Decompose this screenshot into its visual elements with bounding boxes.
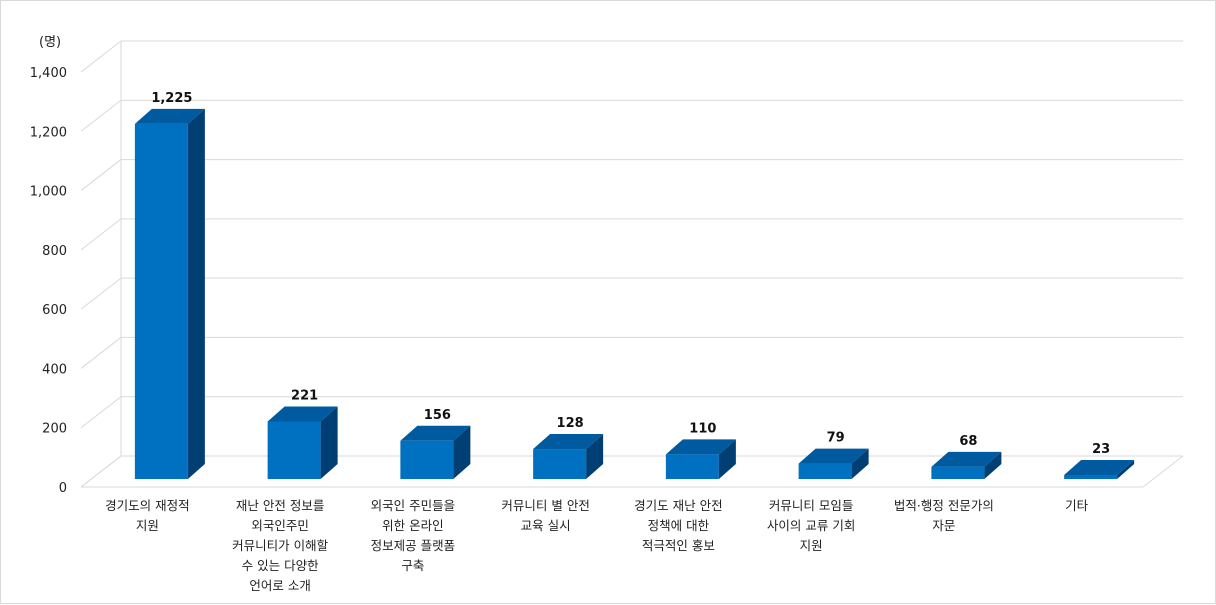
- y-tick-label: 200: [42, 422, 67, 437]
- bar: [400, 425, 471, 479]
- data-labels: 1,225 221 156 128 110 79 68 23: [151, 91, 1110, 457]
- side-gridline: [80, 40, 122, 73]
- data-label: 156: [424, 408, 451, 423]
- y-tick-label: 400: [42, 362, 67, 377]
- category-label: 경기도 재난 안전 정책에 대한 적극적인 홍보: [634, 498, 722, 553]
- bar: [134, 108, 205, 479]
- floor-edge-right: [1142, 455, 1184, 488]
- bar: [665, 439, 736, 479]
- data-label: 23: [1092, 442, 1110, 457]
- bar-top: [1064, 460, 1135, 475]
- bar-front: [1064, 475, 1118, 479]
- bar-top: [665, 439, 736, 455]
- bar-top: [533, 434, 604, 450]
- side-gridline: [80, 396, 122, 429]
- category-label: 재난 안전 정보를 외국인주민 커뮤니티가 이해할 수 있는 다양한 언어로 소개: [232, 498, 328, 593]
- y-tick-label: 800: [42, 244, 67, 259]
- bar-top: [267, 406, 338, 422]
- bar: [931, 451, 1002, 479]
- bar-side: [1117, 460, 1135, 479]
- bar-side: [984, 451, 1002, 479]
- bar-front: [134, 123, 188, 479]
- bar-front: [931, 466, 985, 479]
- category-label: 경기도의 재정적 지원: [105, 498, 189, 533]
- bar-front: [665, 454, 719, 479]
- bar-front: [400, 440, 454, 479]
- data-label: 221: [291, 388, 318, 403]
- side-gridline: [80, 277, 122, 310]
- data-label: 1,225: [151, 91, 192, 106]
- category-label: 커뮤니티 모임들 사이의 교류 기회 지원: [767, 498, 855, 553]
- grid-layer: [80, 40, 1184, 488]
- side-gridline: [80, 218, 122, 251]
- bar-side: [586, 434, 604, 479]
- data-label: 79: [827, 431, 845, 446]
- y-tick-label: 0: [59, 481, 67, 496]
- bar-front: [267, 421, 321, 479]
- bar-side: [453, 425, 471, 479]
- y-unit-label: (명): [39, 35, 61, 50]
- data-label: 110: [689, 421, 716, 436]
- bar-side: [718, 439, 736, 479]
- bar-top: [400, 425, 471, 441]
- bar-side: [187, 108, 205, 479]
- y-tick-label: 1,200: [30, 125, 67, 140]
- side-gridline: [80, 337, 122, 369]
- category-label: 외국인 주민들을 위한 온라인 정보제공 플랫폼 구축: [371, 498, 455, 573]
- side-gridline: [80, 99, 122, 132]
- side-gridline: [80, 159, 122, 191]
- category-label: 법적·행정 전문가의 자문: [894, 498, 994, 533]
- bar-top: [134, 108, 205, 124]
- bar-front: [798, 463, 852, 479]
- y-tick-label: 600: [42, 303, 67, 318]
- data-label: 68: [959, 434, 977, 449]
- category-label: 커뮤니티 별 안전 교육 실시: [501, 498, 589, 533]
- data-label: 128: [557, 416, 584, 431]
- bar: [533, 434, 604, 479]
- bar-top: [798, 448, 869, 464]
- bar: [798, 448, 869, 479]
- category-labels: 경기도의 재정적 지원 재난 안전 정보를 외국인주민 커뮤니티가 이해할 수 있는 다양…: [105, 498, 1088, 593]
- y-axis-ticks: 0 200 400 600 800 1,000 1,200 1,400: [30, 66, 67, 496]
- bar: [267, 406, 338, 479]
- category-label: 기타: [1065, 498, 1089, 513]
- y-tick-label: 1,400: [30, 66, 67, 81]
- bar-side: [851, 448, 869, 479]
- bar-top: [931, 451, 1002, 467]
- bar: [1064, 460, 1135, 479]
- side-gridline: [80, 455, 122, 488]
- y-tick-label: 1,000: [30, 185, 67, 200]
- bar-front: [533, 449, 587, 479]
- bars: [134, 108, 1135, 479]
- bar-side: [320, 406, 338, 479]
